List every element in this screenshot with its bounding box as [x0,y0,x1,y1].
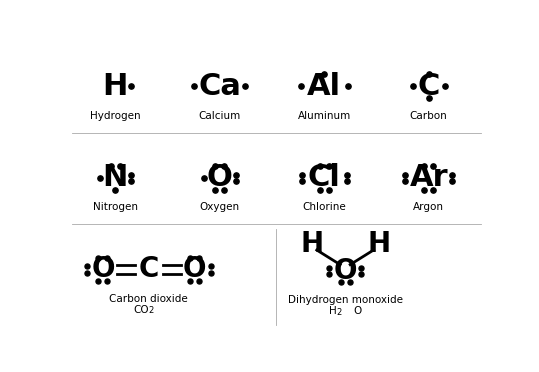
Text: O: O [334,257,357,285]
Text: Al: Al [307,72,341,101]
Text: H: H [300,230,323,258]
Text: N: N [103,163,128,192]
Text: Ca: Ca [198,72,241,101]
Text: Carbon: Carbon [410,110,447,121]
Text: Hydrogen: Hydrogen [90,110,141,121]
Text: Oxygen: Oxygen [200,202,240,212]
Text: Chlorine: Chlorine [302,202,346,212]
Text: Cl: Cl [308,163,341,192]
Text: C: C [139,256,159,283]
Text: H: H [103,72,128,101]
Text: O: O [91,256,115,283]
Text: O: O [354,306,362,316]
Text: C: C [418,72,440,101]
Text: Ar: Ar [410,163,448,192]
Text: Calcium: Calcium [199,110,241,121]
Text: H: H [367,230,390,258]
Text: CO: CO [133,305,149,315]
Text: H: H [329,306,337,316]
Text: 2: 2 [337,308,342,317]
Text: O: O [207,163,233,192]
Text: 2: 2 [149,307,154,315]
Text: Carbon dioxide: Carbon dioxide [109,294,188,304]
Text: Argon: Argon [413,202,444,212]
Text: Nitrogen: Nitrogen [93,202,138,212]
Text: O: O [183,256,206,283]
Text: Aluminum: Aluminum [298,110,351,121]
Text: Dihydrogen monoxide: Dihydrogen monoxide [288,295,403,305]
